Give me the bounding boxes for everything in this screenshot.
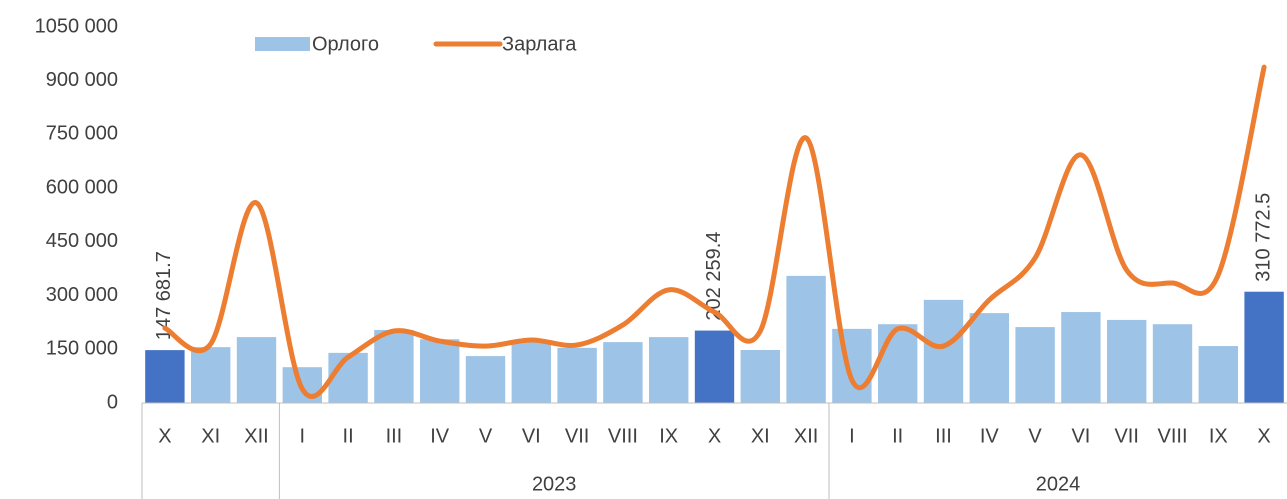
x-tick-label: IV <box>980 425 1000 447</box>
y-tick-label: 150 000 <box>46 338 118 360</box>
bar <box>1015 327 1055 403</box>
bar <box>694 330 735 403</box>
data-label: 202 259.4 <box>703 232 725 321</box>
bar <box>1198 346 1238 403</box>
bar <box>511 342 551 403</box>
x-tick-label: X <box>158 425 171 447</box>
x-tick-label: III <box>935 425 952 447</box>
x-tick-label: II <box>343 425 354 447</box>
x-tick-label: V <box>1028 425 1042 447</box>
bar <box>328 352 368 403</box>
y-tick-label: 600 000 <box>46 176 118 198</box>
y-tick-label: 450 000 <box>46 230 118 252</box>
x-tick-label: III <box>386 425 403 447</box>
bar <box>420 339 460 403</box>
y-tick-label: 1050 000 <box>35 15 118 37</box>
x-tick-label: XII <box>244 425 268 447</box>
x-tick-label: IX <box>659 425 678 447</box>
data-label: 147 681.7 <box>153 251 175 340</box>
x-tick-label: IX <box>1209 425 1228 447</box>
bar <box>1152 324 1193 403</box>
x-tick-label: I <box>849 425 855 447</box>
group-label: 2024 <box>1036 473 1081 495</box>
y-tick-label: 750 000 <box>46 123 118 145</box>
x-tick-label: XI <box>201 425 220 447</box>
bar <box>603 342 643 403</box>
bar <box>374 329 414 403</box>
bar <box>740 350 780 403</box>
legend-label: Орлого <box>312 33 379 55</box>
x-tick-label: VIII <box>608 425 638 447</box>
bar <box>1107 319 1147 403</box>
bar <box>1061 312 1101 403</box>
x-tick-label: X <box>1257 425 1270 447</box>
bar <box>465 356 506 403</box>
bar <box>236 337 277 403</box>
bar <box>649 337 689 403</box>
x-tick-label: X <box>708 425 721 447</box>
x-tick-label: VII <box>565 425 589 447</box>
bar <box>969 313 1009 403</box>
bar <box>832 328 872 403</box>
y-tick-label: 900 000 <box>46 69 118 91</box>
y-tick-label: 300 000 <box>46 284 118 306</box>
data-label: 310 772.5 <box>1252 193 1274 282</box>
legend-label: Зарлага <box>502 33 577 55</box>
bar <box>878 324 918 403</box>
bar <box>557 347 597 403</box>
bar <box>923 299 964 403</box>
x-tick-label: VII <box>1114 425 1138 447</box>
x-tick-label: IV <box>430 425 450 447</box>
x-tick-label: I <box>300 425 306 447</box>
x-tick-label: VIII <box>1157 425 1187 447</box>
x-tick-label: VI <box>522 425 541 447</box>
x-tick-label: XI <box>751 425 770 447</box>
line <box>162 64 1267 400</box>
x-tick-label: VI <box>1071 425 1090 447</box>
bar <box>1244 291 1284 403</box>
bar <box>191 347 231 403</box>
x-tick-label: XII <box>794 425 818 447</box>
bar <box>145 350 185 403</box>
legend-swatch <box>255 37 310 51</box>
y-tick-label: 0 <box>107 391 118 413</box>
x-tick-label: V <box>479 425 493 447</box>
x-tick-label: II <box>892 425 903 447</box>
group-label: 2023 <box>532 473 577 495</box>
bar <box>786 275 826 403</box>
